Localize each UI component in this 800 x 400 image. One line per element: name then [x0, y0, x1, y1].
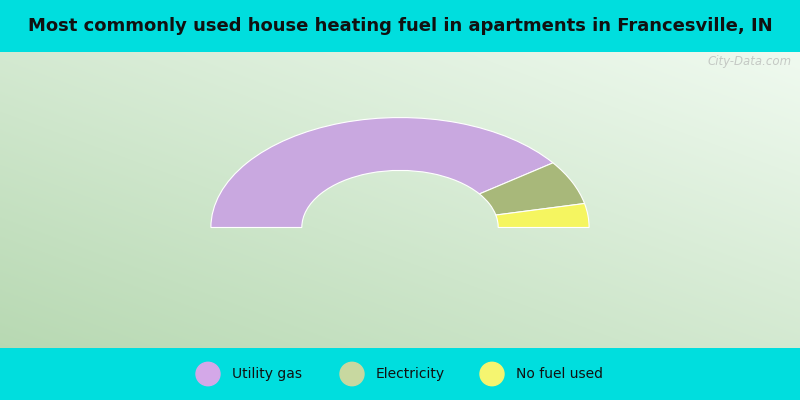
Wedge shape: [211, 118, 553, 228]
Ellipse shape: [340, 362, 364, 386]
Text: Electricity: Electricity: [376, 367, 445, 381]
Ellipse shape: [196, 362, 220, 386]
Text: Most commonly used house heating fuel in apartments in Francesville, IN: Most commonly used house heating fuel in…: [28, 17, 772, 35]
Wedge shape: [496, 204, 589, 228]
Ellipse shape: [480, 362, 504, 386]
Text: No fuel used: No fuel used: [516, 367, 603, 381]
Wedge shape: [479, 163, 585, 215]
Text: City-Data.com: City-Data.com: [708, 55, 792, 68]
Text: Utility gas: Utility gas: [232, 367, 302, 381]
